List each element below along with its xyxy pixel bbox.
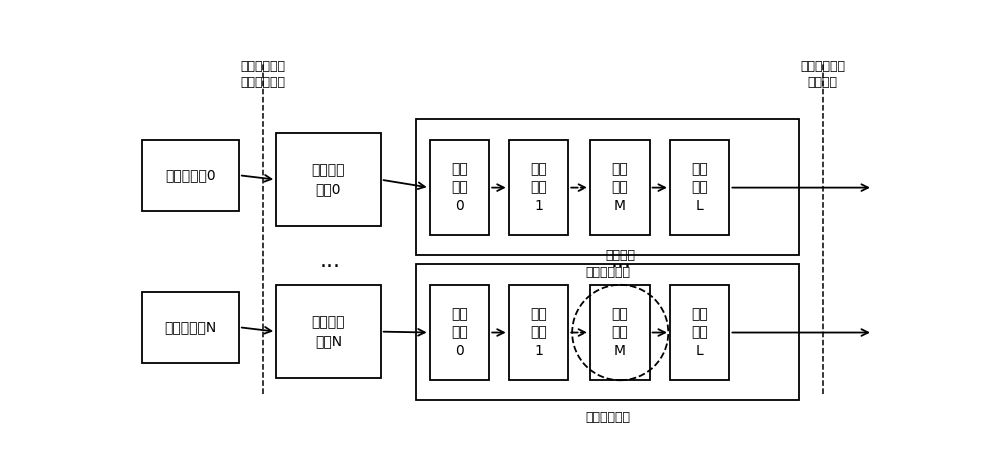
Bar [416,263,799,400]
Text: 图像传感器N: 图像传感器N [164,320,217,334]
Text: 算法
单元
0: 算法 单元 0 [451,162,468,213]
Bar [430,285,489,380]
Text: 算法
单元
M: 算法 单元 M [611,162,628,213]
Text: 算法
单元
L: 算法 单元 L [691,162,708,213]
Bar [276,133,381,226]
Bar [430,140,489,235]
Text: 图像采集
模块0: 图像采集 模块0 [312,163,345,196]
Text: 冗余模块: 冗余模块 [605,249,635,262]
Text: ···: ··· [610,257,632,277]
Bar [590,285,650,380]
Bar [509,140,568,235]
Text: 图像传感器0: 图像传感器0 [165,168,216,182]
Text: 图像处理模块: 图像处理模块 [585,411,630,424]
Text: ···: ··· [320,257,341,277]
Text: 不同数据通道
时序对齐: 不同数据通道 时序对齐 [800,61,845,90]
Text: 图像处理模块: 图像处理模块 [585,266,630,279]
Text: 算法
单元
1: 算法 单元 1 [530,307,547,358]
Text: 图像传感器输
出端时序对齐: 图像传感器输 出端时序对齐 [240,61,285,90]
Bar [509,285,568,380]
Text: 算法
单元
0: 算法 单元 0 [451,307,468,358]
Bar [142,292,239,363]
Bar [590,140,650,235]
Bar [416,119,799,255]
Bar [670,140,729,235]
Bar [276,285,381,379]
Bar [142,140,239,211]
Bar [670,285,729,380]
Text: 算法
单元
M: 算法 单元 M [611,307,628,358]
Text: 图像采集
模块N: 图像采集 模块N [312,315,345,348]
Text: 算法
单元
1: 算法 单元 1 [530,162,547,213]
Text: 算法
单元
L: 算法 单元 L [691,307,708,358]
